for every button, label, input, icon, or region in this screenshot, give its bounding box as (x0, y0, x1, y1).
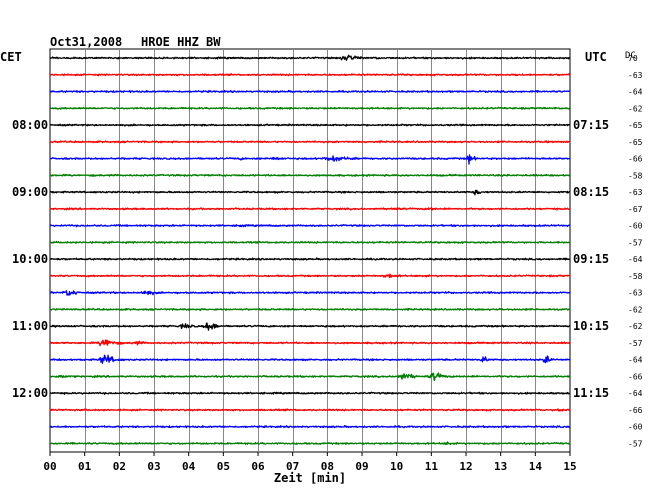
plot-frame (49, 48, 571, 453)
trace-row-16 (49, 322, 571, 331)
dc-offset-label: -67 (628, 205, 643, 214)
trace-row-11 (49, 240, 571, 244)
x-tick-label: 00 (43, 460, 56, 473)
chart-grid (49, 48, 571, 453)
x-tick-label: 01 (78, 460, 92, 473)
x-tick-label: 06 (251, 460, 265, 473)
dc-offset-label: -62 (628, 104, 643, 113)
x-tick-label: 14 (529, 460, 543, 473)
trace-row-23 (49, 441, 571, 446)
dc-offset-label: -64 (628, 255, 643, 264)
x-tick-label: 07 (286, 460, 299, 473)
x-tick-label: 11 (425, 460, 439, 473)
trace-row-20 (49, 391, 571, 395)
trace-row-21 (49, 408, 571, 412)
dc-offset-label: -62 (628, 305, 643, 314)
trace-row-17 (49, 339, 571, 347)
trace-row-19 (49, 372, 571, 382)
trace-row-14 (49, 290, 571, 296)
x-tick-label: 03 (147, 460, 160, 473)
trace-row-9 (49, 206, 571, 211)
trace-row-12 (49, 257, 571, 261)
trace-row-4 (49, 123, 571, 127)
dc-offset-label: -66 (628, 372, 643, 381)
trace-row-0 (49, 54, 571, 61)
dc-offset-label: -65 (628, 138, 643, 147)
seismic-traces (49, 54, 571, 446)
dc-offset-label: -64 (628, 88, 643, 97)
dc-offset-label: -62 (628, 322, 643, 331)
left-time-label: 12:00 (12, 386, 48, 400)
trace-row-18 (49, 354, 571, 364)
right-time-label: 10:15 (573, 319, 609, 333)
left-time-label: 08:00 (12, 118, 48, 132)
x-axis-ticks: 00 01 02 03 04 05 06 07 08 09 10 11 12 13 14 15 (43, 452, 577, 473)
x-tick-label: 02 (113, 460, 126, 473)
left-time-label: 09:00 (12, 185, 48, 199)
header-date: Oct31,2008 (50, 35, 122, 49)
x-tick-label: 08 (321, 460, 334, 473)
dc-offset-label: -57 (628, 439, 643, 448)
trace-row-2 (49, 89, 571, 94)
dc-offset-label: -60 (628, 423, 643, 432)
x-tick-label: 15 (563, 460, 576, 473)
x-tick-label: 12 (459, 460, 472, 473)
left-time-labels: 08:00 09:00 10:00 11:00 12:00 (12, 118, 48, 400)
trace-row-6 (49, 154, 571, 165)
trace-row-10 (49, 223, 571, 228)
trace-row-13 (49, 273, 571, 278)
dc-offset-labels: 70 -63 -64 -62 -65 -65 -66 -58 -63 -67 -60 -57 -64 -5… (628, 54, 643, 448)
trace-row-5 (49, 140, 571, 144)
dc-offset-label: -58 (628, 272, 643, 281)
dc-offset-label: -63 (628, 289, 643, 298)
right-timezone-label: UTC (585, 50, 607, 64)
x-tick-label: 10 (390, 460, 403, 473)
dc-offset-label: -66 (628, 406, 643, 415)
dc-offset-label: -64 (628, 356, 643, 365)
right-time-label: 11:15 (573, 386, 609, 400)
right-time-label: 09:15 (573, 252, 609, 266)
dc-offset-label: -66 (628, 155, 643, 164)
left-timezone-label: CET (0, 50, 22, 64)
right-time-label: 07:15 (573, 118, 609, 132)
dc-header-label: DC (625, 51, 636, 61)
x-axis-label: Zeit [min] (274, 471, 346, 485)
dc-offset-label: -60 (628, 222, 643, 231)
dc-offset-label: -63 (628, 188, 643, 197)
trace-row-22 (49, 425, 571, 429)
dc-offset-label: -57 (628, 238, 643, 247)
x-tick-label: 04 (182, 460, 196, 473)
trace-row-7 (49, 173, 571, 177)
header-station: HROE HHZ BW (141, 35, 221, 49)
x-tick-label: 09 (355, 460, 368, 473)
dc-offset-label: -57 (628, 339, 643, 348)
left-time-label: 10:00 (12, 252, 48, 266)
dc-offset-label: -58 (628, 171, 643, 180)
left-time-label: 11:00 (12, 319, 48, 333)
dc-offset-label: -65 (628, 121, 643, 130)
trace-row-1 (49, 73, 571, 77)
dc-offset-label: -64 (628, 389, 643, 398)
trace-row-3 (49, 106, 571, 110)
right-time-label: 08:15 (573, 185, 609, 199)
x-tick-label: 13 (494, 460, 507, 473)
trace-row-8 (49, 189, 571, 196)
trace-row-15 (49, 307, 571, 312)
dc-offset-label: 70 (628, 54, 638, 63)
dc-offset-label: -63 (628, 71, 643, 80)
right-time-labels: 07:15 08:15 09:15 10:15 11:15 (573, 118, 609, 400)
x-tick-label: 05 (217, 460, 230, 473)
